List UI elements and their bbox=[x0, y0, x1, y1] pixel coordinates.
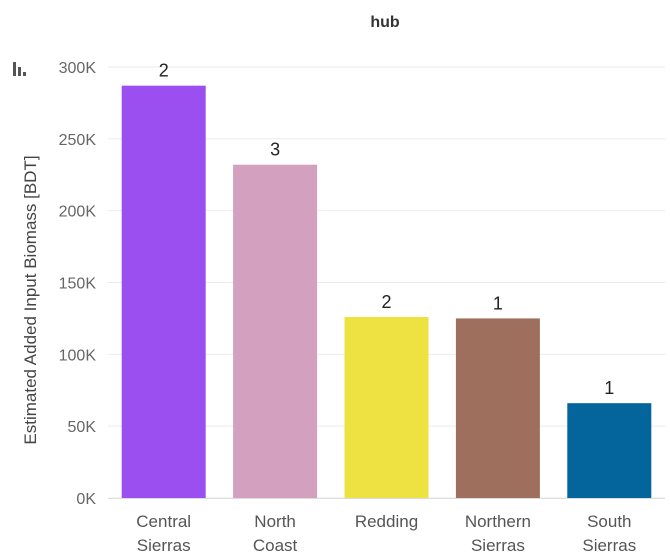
bar-data-label: 3 bbox=[270, 140, 280, 160]
y-tick-label: 200K bbox=[59, 204, 97, 221]
x-category-label: South bbox=[587, 512, 631, 531]
y-tick-label: 0K bbox=[76, 491, 96, 508]
bar-chart-icon[interactable] bbox=[13, 62, 26, 76]
y-tick-label: 150K bbox=[59, 276, 97, 293]
bars bbox=[121, 85, 652, 498]
bar[interactable] bbox=[455, 318, 540, 498]
x-category-label: Sierras bbox=[137, 536, 191, 555]
bar[interactable] bbox=[567, 403, 652, 498]
data-labels: 2 3 2 1 1 bbox=[159, 61, 615, 399]
y-axis-ticks: 0K 50K 100K 150K 200K 250K 300K bbox=[59, 60, 97, 508]
bar[interactable] bbox=[121, 85, 206, 498]
chart-title: hub bbox=[370, 14, 400, 31]
y-tick-label: 300K bbox=[59, 60, 97, 77]
y-axis-title: Estimated Added Input Biomass [BDT] bbox=[21, 155, 40, 444]
x-category-label: Central bbox=[136, 512, 191, 531]
y-tick-label: 100K bbox=[59, 347, 97, 364]
bar-data-label: 1 bbox=[604, 378, 614, 398]
y-tick-label: 50K bbox=[68, 419, 97, 436]
x-category-label: Coast bbox=[253, 536, 298, 555]
y-tick-label: 250K bbox=[59, 132, 97, 149]
x-category-label: North bbox=[254, 512, 296, 531]
bar[interactable] bbox=[344, 316, 429, 498]
bar-data-label: 2 bbox=[159, 61, 169, 81]
x-category-label: Redding bbox=[355, 512, 418, 531]
x-category-label: Sierras bbox=[471, 536, 525, 555]
x-axis-categories: Central Sierras North Coast Redding Northern S… bbox=[136, 512, 636, 555]
x-category-label: Sierras bbox=[582, 536, 636, 555]
x-category-label: Northern bbox=[465, 512, 531, 531]
bar-data-label: 1 bbox=[493, 293, 503, 313]
bar[interactable] bbox=[233, 164, 318, 498]
bar-data-label: 2 bbox=[381, 292, 391, 312]
